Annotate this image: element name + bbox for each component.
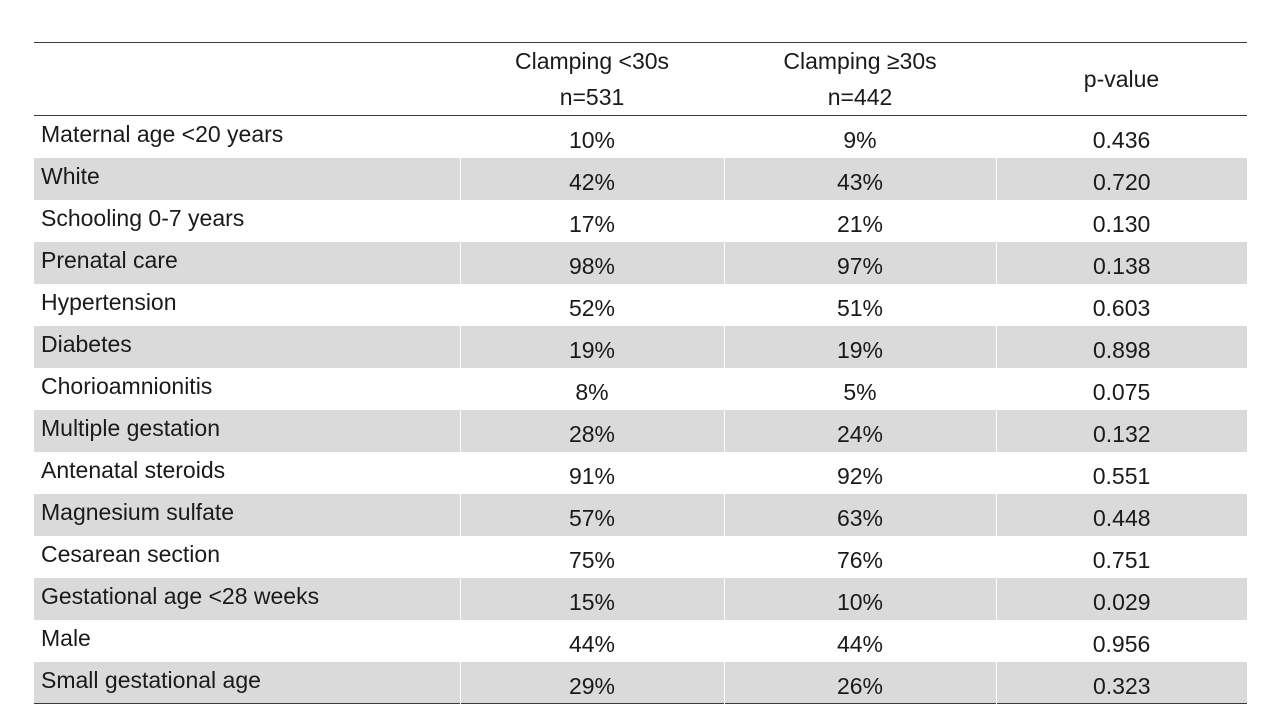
- row-value-clamping-under-30s: 75%: [568, 547, 616, 573]
- row-value-clamping-30s-or-more: 21%: [836, 211, 884, 237]
- header-p-value-label: p-value: [1083, 66, 1160, 92]
- table-row: Magnesium sulfate 57% 63% 0.448: [34, 493, 1247, 536]
- row-value-clamping-30s-or-more: 44%: [836, 631, 884, 657]
- header-group1-n: n=531: [559, 84, 625, 110]
- table-row: Cesarean section 75% 76% 0.751: [34, 536, 1247, 578]
- row-value-clamping-under-30s: 19%: [459, 325, 724, 368]
- row-value-clamping-30s-or-more: 19%: [723, 325, 996, 368]
- row-p-value: 0.075: [1092, 379, 1151, 405]
- row-value-clamping-30s-or-more: 63%: [723, 493, 996, 536]
- table-row: White 42% 43% 0.720: [34, 157, 1247, 200]
- header-p-value: p-value: [996, 42, 1247, 116]
- row-label: Small gestational age: [34, 661, 460, 704]
- row-value-clamping-under-30s: 15%: [459, 577, 724, 620]
- row-value-clamping-30s-or-more: 24%: [723, 409, 996, 452]
- row-label: Chorioamnionitis: [41, 372, 213, 399]
- row-p-value: 0.898: [995, 325, 1247, 368]
- table-row: Antenatal steroids 91% 92% 0.551: [34, 452, 1247, 494]
- table-row: Gestational age <28 weeks 15% 10% 0.029: [34, 577, 1247, 620]
- table-row: Male 44% 44% 0.956: [34, 620, 1247, 662]
- row-p-value: 0.603: [1092, 295, 1151, 321]
- row-label: Magnesium sulfate: [34, 493, 460, 536]
- row-p-value: 0.436: [1092, 127, 1151, 154]
- row-p-value: 0.029: [995, 577, 1247, 620]
- table-row: Schooling 0-7 years 17% 21% 0.130: [34, 200, 1247, 242]
- header-row: Clamping <30s n=531 Clamping ≥30s n=442 …: [34, 42, 1247, 116]
- row-label: Diabetes: [34, 325, 460, 368]
- row-value-clamping-30s-or-more: 9%: [843, 127, 877, 154]
- row-value-clamping-under-30s: 17%: [568, 211, 616, 237]
- header-group1-title: Clamping <30s: [514, 48, 670, 74]
- row-value-clamping-under-30s: 29%: [459, 661, 724, 704]
- row-value-clamping-under-30s: 91%: [568, 463, 616, 489]
- row-p-value: 0.130: [1092, 211, 1151, 237]
- table-header: Clamping <30s n=531 Clamping ≥30s n=442 …: [34, 42, 1247, 116]
- row-value-clamping-30s-or-more: 97%: [723, 241, 996, 284]
- row-label: Multiple gestation: [34, 409, 460, 452]
- row-label: Schooling 0-7 years: [41, 204, 245, 231]
- header-empty-cell: [34, 42, 460, 116]
- header-clamping-30s-or-more: Clamping ≥30s n=442: [724, 42, 996, 116]
- row-value-clamping-30s-or-more: 92%: [836, 463, 884, 489]
- row-label: Prenatal care: [34, 241, 460, 284]
- row-p-value: 0.132: [995, 409, 1247, 452]
- row-p-value: 0.448: [995, 493, 1247, 536]
- header-group2-n: n=442: [827, 84, 893, 110]
- row-p-value: 0.751: [1092, 547, 1151, 573]
- row-label: Male: [41, 624, 91, 651]
- row-label: Maternal age <20 years: [41, 121, 284, 147]
- header-clamping-under-30s: Clamping <30s n=531: [460, 42, 724, 116]
- row-value-clamping-30s-or-more: 5%: [843, 379, 877, 405]
- row-value-clamping-under-30s: 10%: [568, 127, 616, 154]
- table-row: Small gestational age 29% 26% 0.323: [34, 661, 1247, 704]
- table-row: Prenatal care 98% 97% 0.138: [34, 241, 1247, 284]
- row-value-clamping-under-30s: 8%: [575, 379, 609, 405]
- row-value-clamping-under-30s: 98%: [459, 241, 724, 284]
- row-value-clamping-30s-or-more: 10%: [723, 577, 996, 620]
- row-value-clamping-30s-or-more: 76%: [836, 547, 884, 573]
- table-row: Chorioamnionitis 8% 5% 0.075: [34, 368, 1247, 410]
- table-row: Maternal age <20 years 10% 9% 0.436: [34, 116, 1247, 158]
- row-value-clamping-30s-or-more: 43%: [723, 157, 996, 200]
- row-p-value: 0.138: [995, 241, 1247, 284]
- header-group2-title: Clamping ≥30s: [783, 48, 937, 74]
- row-p-value: 0.956: [1092, 631, 1151, 657]
- row-label: Antenatal steroids: [41, 456, 226, 483]
- row-value-clamping-30s-or-more: 51%: [836, 295, 884, 321]
- row-p-value: 0.551: [1092, 463, 1151, 489]
- row-value-clamping-30s-or-more: 26%: [723, 661, 996, 704]
- row-value-clamping-under-30s: 42%: [459, 157, 724, 200]
- table-row: Hypertension 52% 51% 0.603: [34, 284, 1247, 326]
- row-p-value: 0.323: [995, 661, 1247, 704]
- row-value-clamping-under-30s: 44%: [568, 631, 616, 657]
- row-value-clamping-under-30s: 28%: [459, 409, 724, 452]
- row-label: Cesarean section: [41, 540, 220, 567]
- row-label: White: [34, 157, 460, 200]
- row-value-clamping-under-30s: 57%: [459, 493, 724, 536]
- table-body: Maternal age <20 years 10% 9% 0.436 White 42%…: [34, 116, 1247, 704]
- row-value-clamping-under-30s: 52%: [568, 295, 616, 321]
- table-row: Diabetes 19% 19% 0.898: [34, 325, 1247, 368]
- table-row: Multiple gestation 28% 24% 0.132: [34, 409, 1247, 452]
- row-label: Hypertension: [41, 288, 177, 315]
- row-p-value: 0.720: [995, 157, 1247, 200]
- row-label: Gestational age <28 weeks: [34, 577, 460, 620]
- characteristics-table: Clamping <30s n=531 Clamping ≥30s n=442 …: [34, 42, 1247, 704]
